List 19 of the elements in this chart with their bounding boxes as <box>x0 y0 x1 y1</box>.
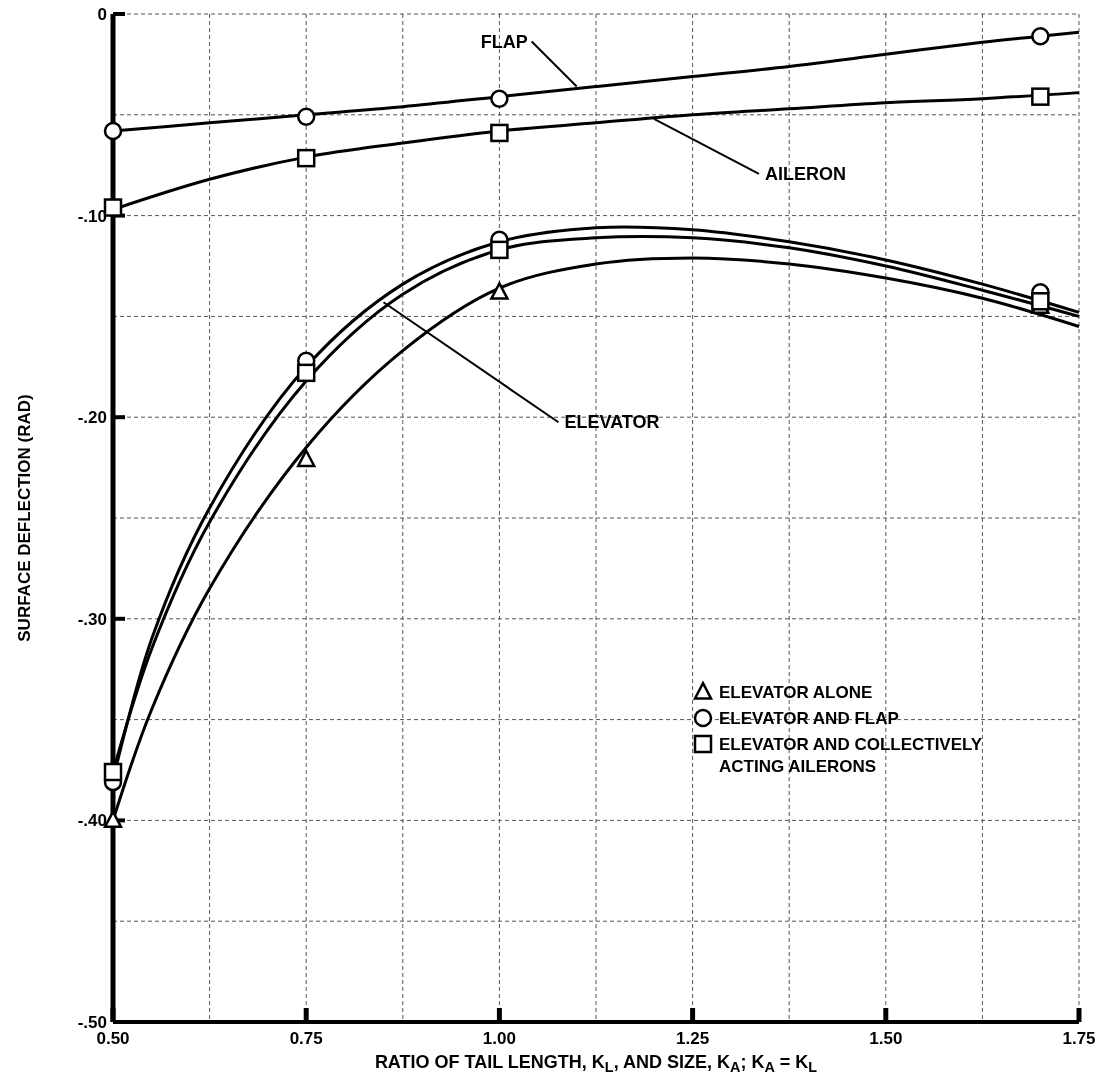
y-tick-label: -.50 <box>77 1013 107 1032</box>
legend-label: ELEVATOR AND COLLECTIVELY ACTING AILERONS <box>719 735 983 776</box>
x-tick-label: 1.25 <box>676 1029 710 1048</box>
legend-label: ELEVATOR ALONE <box>719 683 873 702</box>
annotation: FLAP <box>480 31 528 52</box>
y-tick-label: 0 <box>97 5 107 24</box>
annotation: AILERON <box>764 163 846 184</box>
x-tick-label: 1.75 <box>1062 1029 1096 1048</box>
x-tick-label: 1.50 <box>869 1029 903 1048</box>
x-tick-label: 0.75 <box>289 1029 323 1048</box>
y-tick-label: -.20 <box>77 408 107 428</box>
y-tick-label: -.30 <box>77 609 107 629</box>
legend-label: ELEVATOR AND FLAP <box>719 709 899 728</box>
y-tick-label: -.40 <box>77 811 107 831</box>
annotation: ELEVATOR <box>564 412 660 433</box>
x-axis-title: RATIO OF TAIL LENGTH, K$_{L}$, AND SIZE, K$_{A}$; K$_{A}$ = K$_{L}$ <box>374 1052 818 1072</box>
x-tick-label: 0.50 <box>96 1029 130 1048</box>
x-tick-label: 1.00 <box>482 1029 516 1048</box>
y-axis-title: SURFACE DEFLECTION (RAD) <box>15 394 34 642</box>
